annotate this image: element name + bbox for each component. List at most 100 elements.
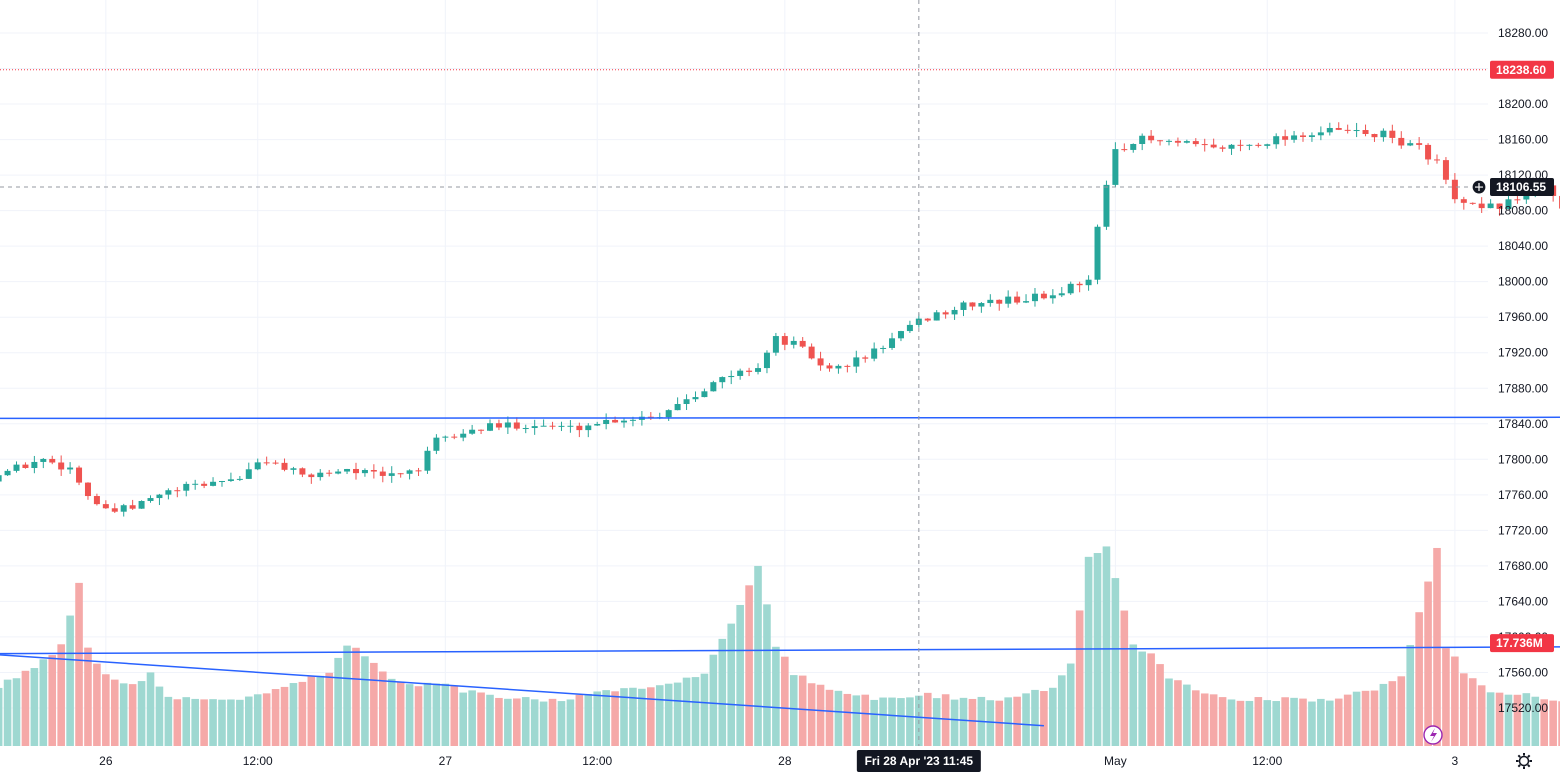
candle-body [201,483,208,486]
candle-body [1112,149,1119,185]
candle [67,462,74,474]
candle-body [1317,132,1324,136]
candle [227,472,234,482]
candle-body [1005,296,1012,304]
candle-body [254,462,261,470]
candle-body [344,468,351,472]
candle [1067,281,1074,295]
candle-body [594,424,601,426]
volume-bar [378,671,387,746]
volume-bar [1129,644,1138,746]
candle-body [236,478,243,480]
candle [1049,289,1056,304]
candle-body [835,365,842,369]
candle [1478,197,1485,213]
volume-bar [1049,687,1057,746]
volume-bar [271,689,280,746]
lightning-icon[interactable] [1423,725,1443,745]
volume-bar [816,684,825,746]
settings-gear-icon[interactable] [1516,753,1532,769]
candle [978,302,985,313]
plus-icon[interactable] [1475,183,1483,192]
volume-bar [1156,664,1164,746]
volume-bar [1308,701,1316,746]
candle [1353,122,1360,138]
candle [585,423,592,438]
candle-body [933,312,940,321]
candle [102,500,109,509]
candle [835,364,842,374]
volume-bar [1522,693,1531,746]
candle [897,330,904,342]
candle [996,299,1003,311]
candle-body [1353,130,1360,132]
volume-bar [343,645,351,746]
volume-layer [0,546,1560,746]
candle-body [1291,135,1298,140]
candle [1031,288,1038,307]
candle-body [1523,193,1530,200]
gear-icon[interactable] [1518,755,1530,767]
volume-bar [1281,697,1289,746]
volume-bar [1334,698,1343,746]
candle-layer [0,122,1560,517]
candle-body [1040,293,1047,299]
volume-bar [709,654,718,746]
volume-bar [727,623,736,746]
candle [799,337,806,349]
candle [76,465,83,486]
volume-bar [798,675,807,746]
volume-bar [1075,610,1084,746]
candle-body [522,428,529,430]
candle [772,332,779,356]
volume-bar [1299,698,1307,746]
candle [1005,290,1012,308]
candle-body [576,425,583,431]
candle-body [442,436,449,438]
volume-bar [325,672,333,746]
volume-level-label-text: 17.736M [1496,636,1543,650]
volume-bar [450,685,459,746]
candle [4,469,11,476]
candle [790,336,797,349]
candle-body [1514,199,1521,201]
volume-bar [1477,685,1486,746]
volume-bar [1451,656,1459,746]
candle-body [862,357,869,359]
candle [701,388,708,398]
candle [1228,144,1235,155]
volume-bar [1370,690,1379,746]
candle-body [1335,127,1342,130]
candle-body [0,475,2,482]
candle-body [621,420,628,423]
candle-body [120,505,127,512]
candle-body [1344,129,1351,131]
candle-body [844,365,851,367]
candle-body [737,370,744,376]
candle [1496,203,1503,216]
candle [513,417,520,431]
candle [1157,139,1164,146]
volume-bar [1397,676,1406,746]
candle [960,300,967,317]
candle [1362,124,1369,137]
time-tick-label: 27 [439,754,453,768]
candle-body [1228,144,1235,149]
volume-bar [200,699,208,746]
lightning-icon-bolt[interactable] [1430,728,1437,742]
last-price-label: 18238.60 [1490,60,1554,79]
candle [871,342,878,362]
volume-bar [39,659,48,746]
gear-icon-teeth[interactable] [1516,753,1532,769]
price-tick-label: 17520.00 [1498,701,1548,715]
price-tick-label: 17720.00 [1498,523,1548,537]
volume-bar [30,668,39,746]
volume-bar [539,701,548,746]
volume-bar [1513,694,1522,746]
candle [603,413,610,430]
crosshair-time-label-text: Fri 28 Apr '23 11:45 [865,754,974,768]
volume-bar [584,693,593,746]
candle-body [531,426,538,429]
price-tick-label: 17560.00 [1498,665,1548,679]
